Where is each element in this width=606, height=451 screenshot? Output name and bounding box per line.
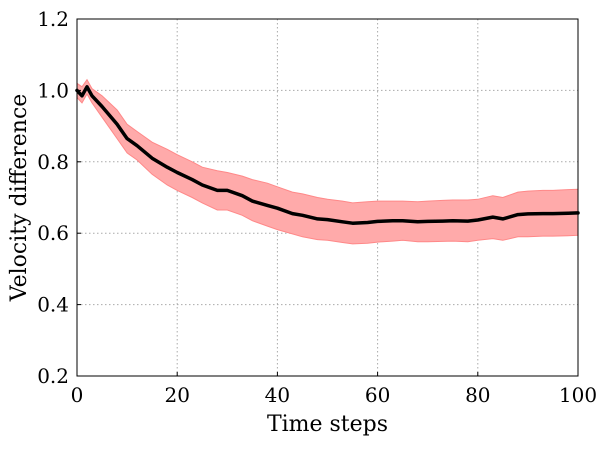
y-tick-label-0: 0.2 (37, 364, 69, 388)
series-line (75, 85, 580, 225)
x-tick-label-5: 100 (559, 383, 597, 407)
y-tick-label-5: 1.2 (37, 7, 69, 31)
y-tick-label-4: 1.0 (37, 78, 69, 102)
x-tick-label-2: 40 (265, 383, 290, 407)
x-tick-label-0: 0 (71, 383, 84, 407)
axes-frame (76, 18, 579, 377)
axis-ticks: 0 20 40 60 80 100 0.2 0.4 0.6 0.8 1.0 1.2 (37, 7, 597, 407)
x-tick-label-4: 80 (465, 383, 490, 407)
x-tick-label-1: 20 (164, 383, 189, 407)
x-tick-label-3: 60 (365, 383, 390, 407)
y-tick-label-2: 0.6 (37, 221, 69, 245)
x-axis-title: Time steps (267, 412, 388, 437)
y-tick-label-1: 0.4 (37, 293, 69, 317)
y-tick-label-3: 0.8 (37, 150, 69, 174)
y-axis-title: Velocity difference (7, 94, 32, 303)
